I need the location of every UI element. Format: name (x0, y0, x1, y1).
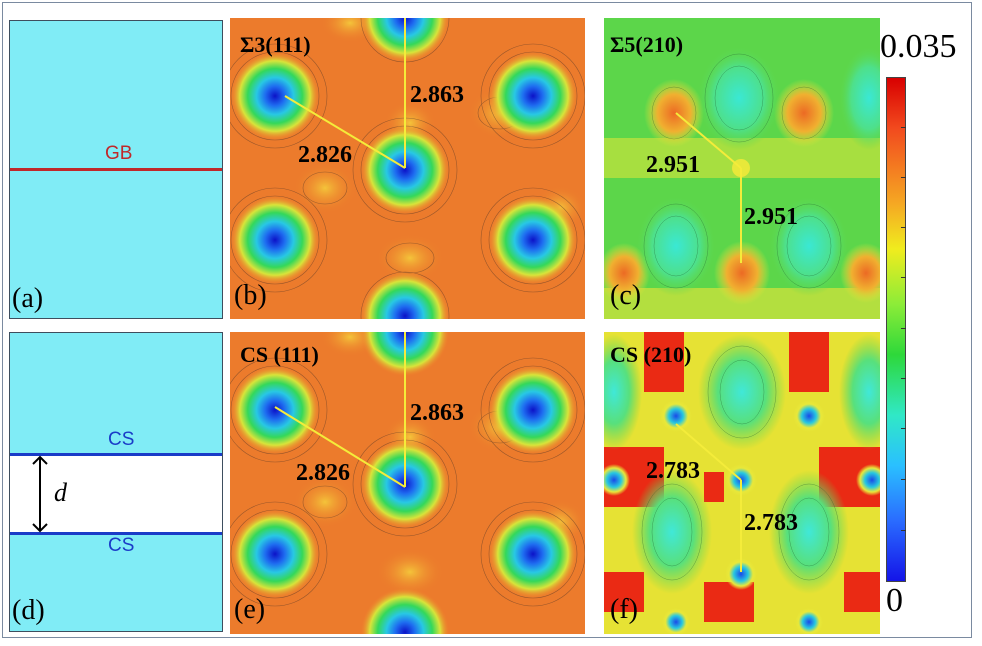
spacing-arrow (32, 455, 48, 533)
contour-map-e (230, 332, 585, 634)
bond-lines (274, 332, 406, 488)
colorbar-tick (901, 428, 906, 429)
colorbar-tick (901, 328, 906, 329)
cs-label-top: CS (108, 429, 135, 450)
colorbar (886, 77, 906, 582)
charge-lobes (604, 46, 880, 305)
contour-map-c (604, 18, 880, 319)
schematic-gb-panel: GB (a) (9, 20, 223, 319)
panel-title-e: CS (111) (240, 342, 319, 367)
charge-density-panel-sigma3: Σ3(111) 2.863 2.826 (b) (230, 18, 585, 319)
panel-title-c: Σ5(210) (610, 32, 684, 57)
colorbar-tick (901, 177, 906, 178)
atom-sites (604, 400, 880, 634)
distance-label-c-vertical: 2.951 (744, 204, 798, 230)
colorbar-tick (901, 227, 906, 228)
panel-title-f: CS (210) (610, 342, 692, 367)
colorbar-tick (901, 127, 906, 128)
spacing-region (10, 455, 222, 534)
distance-label-b-vertical: 2.863 (410, 82, 464, 108)
panel-tag-a: (a) (12, 283, 44, 314)
distance-label-e-diagonal: 2.826 (296, 460, 350, 486)
bond-lines (284, 18, 406, 169)
panel-tag-f: (f) (610, 594, 638, 625)
distance-label-b-diagonal: 2.826 (298, 142, 352, 168)
contour-lines (643, 53, 842, 289)
colorbar-max-label: 0.035 (880, 28, 957, 65)
colorbar-tick (901, 530, 906, 531)
charge-density-panel-sigma5: Σ5(210) 2.951 2.951 (c) (604, 18, 880, 319)
spacing-symbol: d (54, 478, 67, 507)
atom-sites (231, 332, 577, 634)
charge-density-panel-cs111: CS (111) 2.863 2.826 (e) (230, 332, 585, 634)
gb-label: GB (105, 143, 133, 164)
contour-lines (641, 345, 840, 581)
charge-density-panel-cs210: CS (210) 2.783 2.783 (f) (604, 332, 880, 634)
charge-lobes (604, 334, 880, 594)
colorbar-tick (901, 277, 906, 278)
distance-label-c-diagonal: 2.951 (646, 152, 700, 178)
colorbar-min-label: 0 (886, 582, 903, 619)
colorbar-tick (901, 378, 906, 379)
panel-tag-d: (d) (12, 595, 45, 626)
panel-tag-b: (b) (234, 280, 267, 311)
grain-boundary-line (10, 168, 222, 171)
figure-frame (2, 2, 972, 638)
cs-label-bottom: CS (108, 535, 135, 556)
panel-tag-c: (c) (610, 280, 642, 311)
bond-lines (675, 423, 742, 572)
bond-lines (675, 112, 742, 263)
schematic-cs-panel: CS CS d (d) (9, 332, 223, 632)
contour-map-b (230, 18, 585, 319)
distance-label-f-vertical: 2.783 (744, 510, 798, 536)
panel-title-b: Σ3(111) (240, 32, 311, 57)
colorbar-tick (901, 479, 906, 480)
cs-line-bottom (10, 532, 222, 535)
cs-line-top (10, 453, 222, 456)
panel-tag-e: (e) (234, 594, 266, 625)
distance-label-f-diagonal: 2.783 (646, 458, 700, 484)
distance-label-e-vertical: 2.863 (410, 400, 464, 426)
contour-map-f (604, 332, 880, 634)
